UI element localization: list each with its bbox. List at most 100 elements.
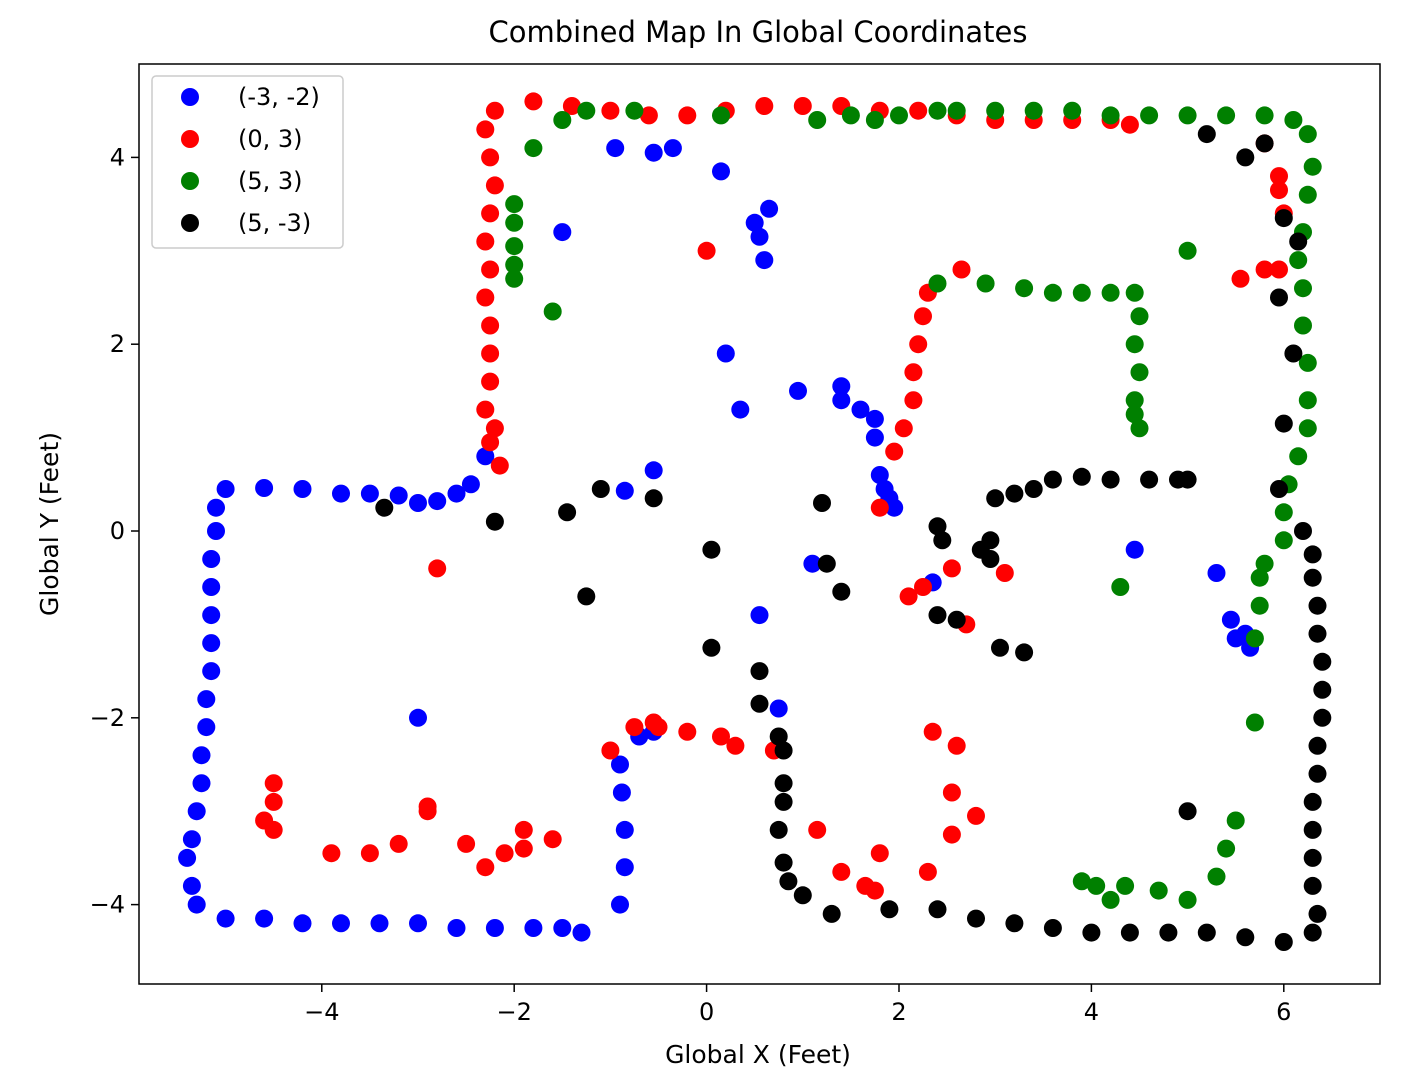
legend-box bbox=[151, 75, 344, 249]
data-point bbox=[481, 433, 500, 452]
series-3 bbox=[375, 125, 1332, 951]
data-point bbox=[1303, 545, 1322, 564]
data-point bbox=[514, 820, 533, 839]
data-point bbox=[505, 213, 524, 232]
data-point bbox=[1255, 260, 1274, 279]
data-point bbox=[553, 919, 572, 937]
data-point bbox=[981, 550, 1000, 568]
data-point bbox=[543, 302, 562, 321]
data-point bbox=[476, 858, 495, 877]
data-point bbox=[207, 522, 225, 540]
data-point bbox=[481, 260, 500, 279]
data-point bbox=[202, 578, 221, 596]
data-point bbox=[202, 634, 221, 653]
data-point bbox=[409, 708, 427, 727]
data-point bbox=[606, 139, 625, 158]
data-point bbox=[1274, 933, 1293, 951]
data-point bbox=[1130, 419, 1149, 438]
data-point bbox=[1130, 307, 1149, 326]
data-point bbox=[995, 564, 1014, 582]
legend-marker bbox=[181, 88, 199, 106]
data-point bbox=[918, 862, 937, 881]
data-point bbox=[476, 400, 495, 419]
data-point bbox=[769, 820, 788, 839]
data-point bbox=[182, 830, 201, 849]
data-point bbox=[1101, 470, 1120, 489]
data-point bbox=[942, 783, 961, 802]
data-point bbox=[255, 909, 274, 928]
data-point bbox=[481, 148, 500, 167]
data-point bbox=[712, 106, 730, 125]
data-point bbox=[476, 232, 495, 251]
data-point bbox=[216, 909, 235, 928]
data-point bbox=[851, 400, 870, 419]
data-point bbox=[1303, 923, 1322, 942]
data-point bbox=[409, 914, 427, 933]
data-point bbox=[832, 582, 851, 601]
data-point bbox=[1313, 708, 1332, 727]
data-point bbox=[639, 106, 658, 125]
data-point bbox=[885, 498, 904, 517]
data-point bbox=[332, 914, 350, 933]
data-point bbox=[178, 848, 197, 867]
data-point bbox=[1207, 564, 1226, 582]
data-point bbox=[1236, 148, 1255, 167]
data-point bbox=[832, 377, 851, 396]
data-point bbox=[1303, 820, 1322, 839]
data-point bbox=[389, 834, 408, 853]
y-tick-label: −2 bbox=[90, 704, 125, 732]
data-point bbox=[841, 106, 860, 125]
data-point bbox=[495, 844, 514, 863]
data-point bbox=[1159, 923, 1178, 942]
data-point bbox=[524, 92, 543, 111]
data-point bbox=[514, 839, 533, 858]
data-point bbox=[1303, 848, 1322, 867]
legend-label: (5, -3) bbox=[238, 209, 311, 237]
data-point bbox=[904, 363, 923, 382]
data-point bbox=[1274, 209, 1293, 228]
data-point bbox=[360, 844, 379, 863]
data-point bbox=[808, 820, 827, 839]
series-2 bbox=[505, 101, 1322, 909]
data-point bbox=[904, 391, 923, 410]
data-point bbox=[1178, 106, 1197, 125]
data-point bbox=[1120, 115, 1139, 134]
data-point bbox=[1101, 106, 1120, 125]
data-point bbox=[485, 919, 504, 937]
data-point bbox=[360, 484, 379, 503]
data-point bbox=[1217, 839, 1236, 858]
data-point bbox=[914, 307, 932, 326]
data-point bbox=[1125, 405, 1144, 424]
data-point bbox=[577, 587, 596, 606]
data-point bbox=[678, 106, 697, 125]
data-point bbox=[505, 269, 524, 288]
data-point bbox=[644, 143, 663, 162]
data-point bbox=[1284, 111, 1303, 129]
data-point bbox=[1043, 470, 1062, 489]
data-point bbox=[1101, 890, 1120, 909]
data-point bbox=[1101, 283, 1120, 302]
data-point bbox=[476, 120, 495, 139]
data-point bbox=[1043, 919, 1062, 937]
data-point bbox=[202, 606, 221, 625]
data-point bbox=[577, 101, 596, 120]
legend-marker bbox=[181, 214, 199, 232]
data-point bbox=[625, 718, 644, 737]
data-point bbox=[1178, 890, 1197, 909]
data-point bbox=[447, 919, 466, 937]
data-point bbox=[558, 503, 577, 522]
data-point bbox=[1255, 134, 1274, 153]
data-point bbox=[505, 237, 524, 256]
data-point bbox=[187, 802, 206, 821]
legend: (-3, -2) (0, 3) (5, 3) (5, -3) bbox=[151, 75, 344, 249]
data-point bbox=[813, 494, 831, 512]
data-point bbox=[264, 774, 283, 793]
data-point bbox=[947, 101, 966, 120]
data-point bbox=[447, 484, 466, 503]
data-point bbox=[481, 344, 500, 363]
y-axis: −4 −2 0 2 4 bbox=[90, 143, 139, 919]
data-point bbox=[870, 498, 889, 517]
data-point bbox=[750, 662, 769, 681]
data-point bbox=[750, 606, 769, 625]
data-point bbox=[612, 783, 631, 802]
